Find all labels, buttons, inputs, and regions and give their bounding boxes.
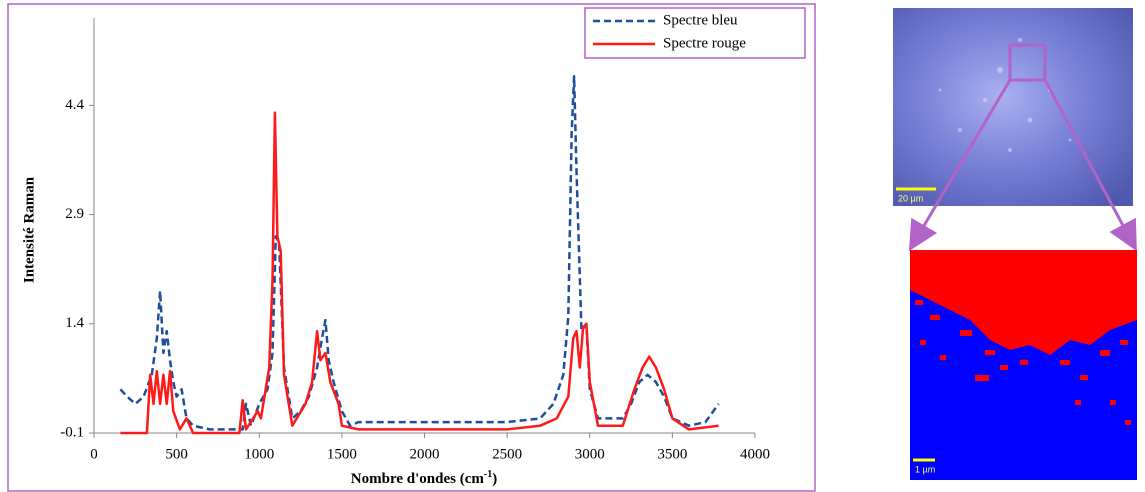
chart-frame [7,3,816,492]
x-label-end: ) [492,471,497,487]
x-tick-label: 4000 [740,446,770,462]
microscope-image [893,8,1133,206]
x-tick-label: 1000 [244,446,274,462]
scale-label: 20 µm [898,193,923,203]
zoom-arrow [908,79,1012,252]
x-tick-label: 3500 [657,446,687,462]
legend-label: Spectre bleu [663,12,738,28]
zoom-square [1008,43,1047,82]
legend-box [584,7,806,59]
y-axis-label: Intensité Raman [21,176,37,283]
scale-label: 1 µm [915,464,935,474]
zoom-arrow [1043,79,1137,252]
x-tick-label: 3000 [575,446,605,462]
spectrum-line [119,74,720,431]
x-tick-label: 500 [165,446,188,462]
x-tick-label: 0 [90,446,98,462]
x-label-main: Nombre d'ondes (cm [351,471,485,487]
y-tick-label: -0.1 [60,424,84,440]
x-tick-label: 1500 [327,446,357,462]
x-tick-label: 2000 [410,446,440,462]
spectrum-line [120,111,719,435]
map-speckle [915,300,1131,425]
x-label-sup: -1 [484,469,492,480]
y-tick-label: 2.9 [65,206,84,222]
legend-label: Spectre rouge [663,35,746,51]
map-red-region [910,250,1137,355]
x-axis-label: Nombre d'ondes (cm-1) [351,469,497,487]
y-tick-label: 1.4 [65,315,84,331]
y-tick-label: 4.4 [65,97,84,113]
x-tick-label: 2500 [492,446,522,462]
